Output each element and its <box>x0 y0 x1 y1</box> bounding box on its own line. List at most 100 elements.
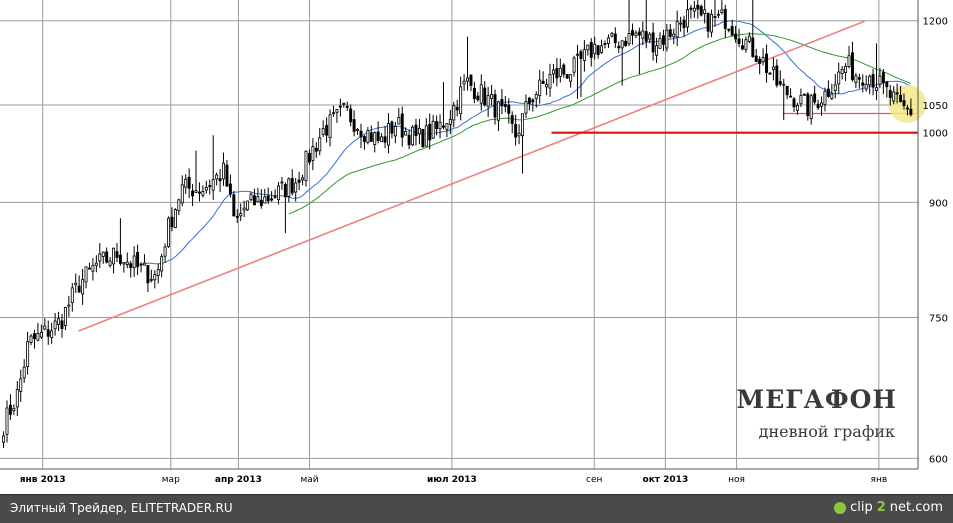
candle-body <box>29 335 33 343</box>
candle-body <box>617 45 621 49</box>
candle-body <box>81 279 85 295</box>
candle-body <box>77 285 81 293</box>
chart-subtitle: дневной график <box>759 422 895 441</box>
candle-body <box>730 26 734 36</box>
candle-body <box>768 72 772 75</box>
candle-body <box>741 45 744 50</box>
candle-body <box>448 119 452 125</box>
candle-body <box>153 274 157 281</box>
candle-body <box>19 378 23 392</box>
candle-body <box>280 181 284 184</box>
candle-body <box>758 58 762 64</box>
candle-body <box>215 174 219 180</box>
candle-body <box>527 97 531 104</box>
candle-body <box>352 119 356 132</box>
candle-body <box>177 199 181 211</box>
chart-title-group: МЕГАФОН дневной график <box>737 385 896 441</box>
candle-body <box>496 101 500 121</box>
candle-body <box>627 32 631 45</box>
candle-body <box>813 93 817 103</box>
candle-body <box>661 35 665 45</box>
candle-body <box>830 93 834 99</box>
candle-body <box>242 207 246 211</box>
candle-body <box>349 108 353 123</box>
candle-body <box>142 262 146 266</box>
candle-body <box>163 246 167 257</box>
candle-body <box>878 75 882 85</box>
candle-body <box>751 37 755 57</box>
candle-body <box>507 104 511 114</box>
candle-body <box>514 124 518 138</box>
candle-body <box>5 407 9 435</box>
candle-body <box>149 279 153 281</box>
candle-body <box>864 83 868 90</box>
candle-body <box>301 177 305 181</box>
candle-body <box>2 435 6 443</box>
candle-body <box>314 147 318 152</box>
candle-body <box>902 100 906 106</box>
candle-body <box>359 130 363 138</box>
candle-body <box>445 123 449 130</box>
candle-body <box>338 105 342 108</box>
candle-body <box>160 256 164 272</box>
candle-body <box>754 55 758 62</box>
candle-body <box>283 184 287 198</box>
brand-digit: 2 <box>876 500 886 515</box>
candle-body <box>259 199 263 206</box>
brand-logo-icon <box>834 501 847 514</box>
candle-body <box>672 33 676 38</box>
candle-body <box>665 29 669 49</box>
candle-body <box>503 104 507 107</box>
candle-body <box>682 19 686 28</box>
candle-body <box>854 75 858 83</box>
candle-body <box>476 95 480 101</box>
candle-body <box>531 99 535 103</box>
plot-area-background <box>0 0 953 494</box>
candle-body <box>761 57 765 63</box>
candle-body <box>256 196 260 203</box>
candle-body <box>452 105 456 121</box>
candle-body <box>211 179 215 191</box>
candle-body <box>596 45 600 56</box>
x-tick-label: апр 2013 <box>215 475 262 485</box>
candle-body <box>850 52 854 81</box>
candle-body <box>868 75 872 86</box>
candle-body <box>290 178 294 194</box>
y-tick-label: 600 <box>929 454 948 465</box>
candle-body <box>888 90 892 98</box>
candle-body <box>490 94 494 99</box>
candle-body <box>115 251 119 258</box>
candle-body <box>246 200 250 211</box>
price-chart: 600 750 900 1050 1200 1000 янв 2013 мар апр 2013… <box>0 0 953 494</box>
candle-body <box>70 287 74 303</box>
candle-body <box>335 109 339 113</box>
candle-body <box>606 37 610 44</box>
candle-body <box>493 94 497 118</box>
candle-body <box>345 105 349 108</box>
candle-body <box>180 184 184 204</box>
candle-body <box>668 29 672 37</box>
footer-brand[interactable]: clip 2 net.com <box>834 500 943 515</box>
candle-body <box>417 127 421 135</box>
candle-body <box>572 57 576 73</box>
candle-body <box>816 103 820 109</box>
candle-body <box>332 112 335 115</box>
candle-body <box>294 182 298 193</box>
candle-body <box>545 83 549 88</box>
candle-body <box>33 333 36 340</box>
candle-body <box>658 38 662 49</box>
candle-body <box>641 30 645 39</box>
candle-body <box>692 7 696 12</box>
candle-body <box>184 178 188 188</box>
candle-body <box>799 95 803 105</box>
candle-body <box>304 150 308 182</box>
candle-body <box>541 80 545 84</box>
x-tick-label: ноя <box>728 475 745 485</box>
candle-body <box>871 74 875 88</box>
candle-body <box>826 88 830 97</box>
candle-body <box>586 44 590 51</box>
candle-body <box>208 185 212 188</box>
candle-body <box>112 247 116 265</box>
candle-body <box>380 136 384 143</box>
candle-body <box>194 190 198 193</box>
